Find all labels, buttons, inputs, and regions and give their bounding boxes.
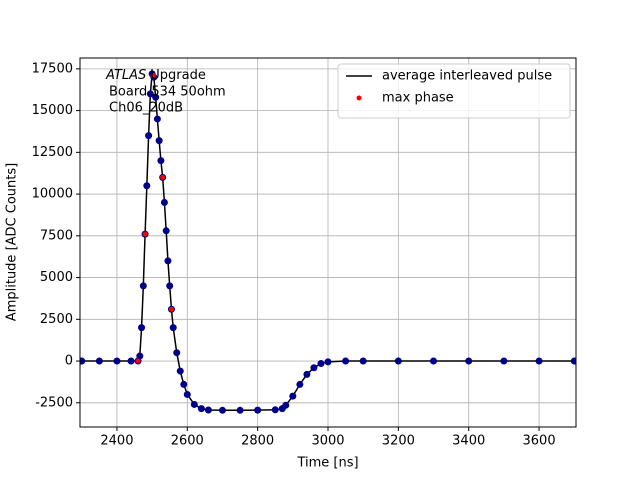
data-point xyxy=(160,174,166,180)
data-point xyxy=(127,357,135,365)
annotation-text: Upgrade xyxy=(150,68,206,83)
data-point xyxy=(310,364,318,372)
line-series xyxy=(81,71,575,412)
grid xyxy=(80,58,576,427)
data-point xyxy=(236,406,244,414)
x-tick-label: 2400 xyxy=(100,434,133,449)
data-point xyxy=(162,227,170,235)
y-axis-label: Amplitude [ADC Counts] xyxy=(5,163,20,321)
y-tick-label: 15000 xyxy=(32,103,73,118)
annotation-line: ATLAS Upgrade xyxy=(105,68,206,83)
x-tick-label: 2600 xyxy=(171,434,204,449)
x-tick-label: 3200 xyxy=(382,434,415,449)
y-tick-label: 7500 xyxy=(40,228,73,243)
data-point xyxy=(142,231,148,237)
data-point xyxy=(190,400,198,408)
data-point xyxy=(169,324,177,332)
data-point xyxy=(271,406,279,414)
data-point xyxy=(139,282,147,290)
data-point xyxy=(535,357,543,365)
data-point xyxy=(218,406,226,414)
data-point xyxy=(324,358,332,366)
data-point xyxy=(152,93,160,101)
data-point xyxy=(155,137,163,145)
data-point xyxy=(166,282,174,290)
data-point xyxy=(282,401,290,409)
data-point xyxy=(164,257,172,265)
data-point xyxy=(394,357,402,365)
data-point xyxy=(254,406,262,414)
data-point xyxy=(95,357,103,365)
data-point xyxy=(289,392,297,400)
data-point xyxy=(157,157,165,165)
ticks: 2400 2600 2800 3000 3200 3400 3600 -2500 0 2500 50… xyxy=(32,61,556,448)
y-tick-label: 5000 xyxy=(40,270,73,285)
data-point xyxy=(136,352,144,360)
data-point xyxy=(138,324,146,332)
annotation-line: Board 534 50ohm xyxy=(109,85,226,100)
data-point xyxy=(180,380,188,388)
data-point xyxy=(296,380,304,388)
data-point xyxy=(204,406,212,414)
legend: average interleaved pulse max phase xyxy=(337,63,571,119)
y-tick-label: 0 xyxy=(65,354,73,369)
data-point xyxy=(150,73,156,79)
legend-marker xyxy=(356,95,362,101)
y-tick-label: 12500 xyxy=(32,145,73,160)
y-tick-label: 10000 xyxy=(32,187,73,202)
y-tick-label: 2500 xyxy=(40,312,73,327)
data-point xyxy=(359,357,367,365)
data-point xyxy=(500,357,508,365)
data-point xyxy=(430,357,438,365)
x-tick-label: 3000 xyxy=(311,434,344,449)
data-point xyxy=(143,182,151,190)
data-point xyxy=(153,115,161,123)
legend-label: average interleaved pulse xyxy=(382,69,552,84)
y-tick-label: 17500 xyxy=(32,61,73,76)
data-point xyxy=(113,357,121,365)
data-point xyxy=(465,357,473,365)
data-point xyxy=(145,132,153,140)
legend-label: max phase xyxy=(382,91,454,106)
data-point xyxy=(146,90,154,98)
data-point xyxy=(342,357,350,365)
x-tick-label: 3400 xyxy=(452,434,485,449)
x-axis-label: Time [ns] xyxy=(296,456,358,471)
data-point xyxy=(570,357,576,365)
data-point xyxy=(80,357,86,365)
data-point xyxy=(303,370,311,378)
data-point xyxy=(176,367,184,375)
legend-box xyxy=(337,63,571,119)
data-point xyxy=(317,360,325,368)
data-point xyxy=(197,405,205,413)
annotation-italic: ATLAS xyxy=(105,68,146,83)
data-point xyxy=(160,198,168,206)
x-tick-label: 3600 xyxy=(523,434,556,449)
y-tick-label: -2500 xyxy=(35,395,73,410)
data-point xyxy=(173,349,181,357)
annotation-line: Ch06_20dB xyxy=(109,101,183,116)
data-point xyxy=(168,306,174,312)
data-point xyxy=(183,390,191,398)
x-tick-label: 2800 xyxy=(241,434,274,449)
data-point xyxy=(135,358,141,364)
plot-area xyxy=(80,70,576,414)
